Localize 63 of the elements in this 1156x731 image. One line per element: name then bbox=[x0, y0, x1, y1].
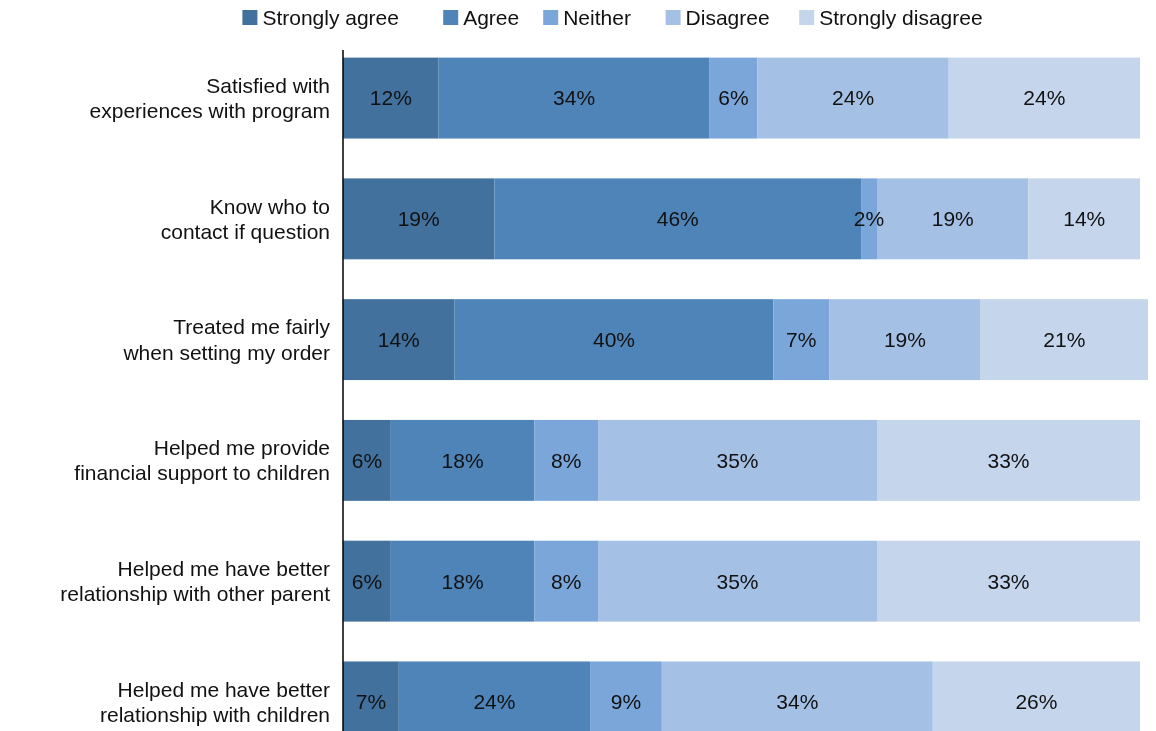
data-label: 6% bbox=[351, 448, 383, 472]
data-label: 7% bbox=[355, 690, 387, 714]
bar bbox=[709, 57, 758, 139]
data-label: 34% bbox=[553, 86, 596, 110]
data-label: 14% bbox=[377, 327, 420, 351]
bar bbox=[877, 540, 1141, 622]
data-label: 33% bbox=[987, 448, 1030, 472]
bar bbox=[390, 540, 535, 622]
bar bbox=[773, 299, 830, 381]
data-label: 8% bbox=[550, 569, 582, 593]
bar bbox=[980, 299, 1148, 381]
bar bbox=[757, 57, 949, 139]
bar bbox=[438, 57, 710, 139]
data-label: 2% bbox=[853, 207, 885, 231]
bar bbox=[390, 419, 535, 501]
legend-label: Agree bbox=[463, 6, 520, 30]
data-label: 26% bbox=[1015, 690, 1058, 714]
data-label: 40% bbox=[592, 327, 636, 351]
data-label: 6% bbox=[351, 569, 383, 593]
bar bbox=[877, 419, 1141, 501]
data-label: 24% bbox=[832, 86, 875, 110]
data-label: 24% bbox=[473, 690, 516, 714]
data-label: 21% bbox=[1043, 327, 1086, 351]
legend-label: Disagree bbox=[685, 6, 770, 30]
bar bbox=[598, 540, 878, 622]
y-tick-label: Helped me have better relationship with other parent bbox=[60, 556, 331, 606]
bar bbox=[829, 299, 981, 381]
bar bbox=[343, 419, 391, 501]
data-label: 18% bbox=[441, 569, 484, 593]
data-label: 24% bbox=[1023, 86, 1066, 110]
data-label: 7% bbox=[786, 327, 817, 351]
y-tick-label: Know who to contact if question bbox=[160, 194, 330, 243]
bar bbox=[948, 57, 1141, 139]
data-label: 12% bbox=[369, 86, 412, 110]
legend-label: Neither bbox=[563, 6, 631, 30]
bar bbox=[343, 57, 439, 139]
data-label: 6% bbox=[718, 86, 749, 110]
data-label: 19% bbox=[931, 207, 974, 231]
data-label: 35% bbox=[716, 448, 759, 472]
data-label: 18% bbox=[441, 448, 484, 472]
bar bbox=[1028, 178, 1141, 260]
y-tick-label: Treated me fairly when setting my order bbox=[122, 315, 331, 364]
data-label: 19% bbox=[883, 327, 926, 351]
data-label: 19% bbox=[397, 207, 440, 231]
bar bbox=[534, 419, 599, 501]
y-tick-label: Helped me provide financial support to children bbox=[74, 436, 330, 485]
bar bbox=[343, 299, 455, 381]
legend-label: Strongly agree bbox=[262, 6, 399, 30]
data-label: 9% bbox=[610, 690, 642, 714]
bar bbox=[343, 178, 495, 260]
data-label: 33% bbox=[987, 569, 1030, 593]
y-tick-label: Helped me have better relationship with children bbox=[100, 677, 330, 726]
data-label: 14% bbox=[1063, 207, 1106, 231]
bar bbox=[343, 540, 391, 622]
data-label: 8% bbox=[550, 448, 582, 472]
bar bbox=[454, 299, 774, 381]
legend-label: Strongly disagree bbox=[819, 6, 983, 30]
bar bbox=[598, 419, 878, 501]
bar bbox=[534, 540, 599, 622]
data-label: 34% bbox=[776, 690, 819, 714]
data-label: 35% bbox=[716, 569, 759, 593]
data-label: 46% bbox=[656, 207, 699, 231]
y-tick-label: Satisfied with experiences with program bbox=[89, 73, 330, 123]
